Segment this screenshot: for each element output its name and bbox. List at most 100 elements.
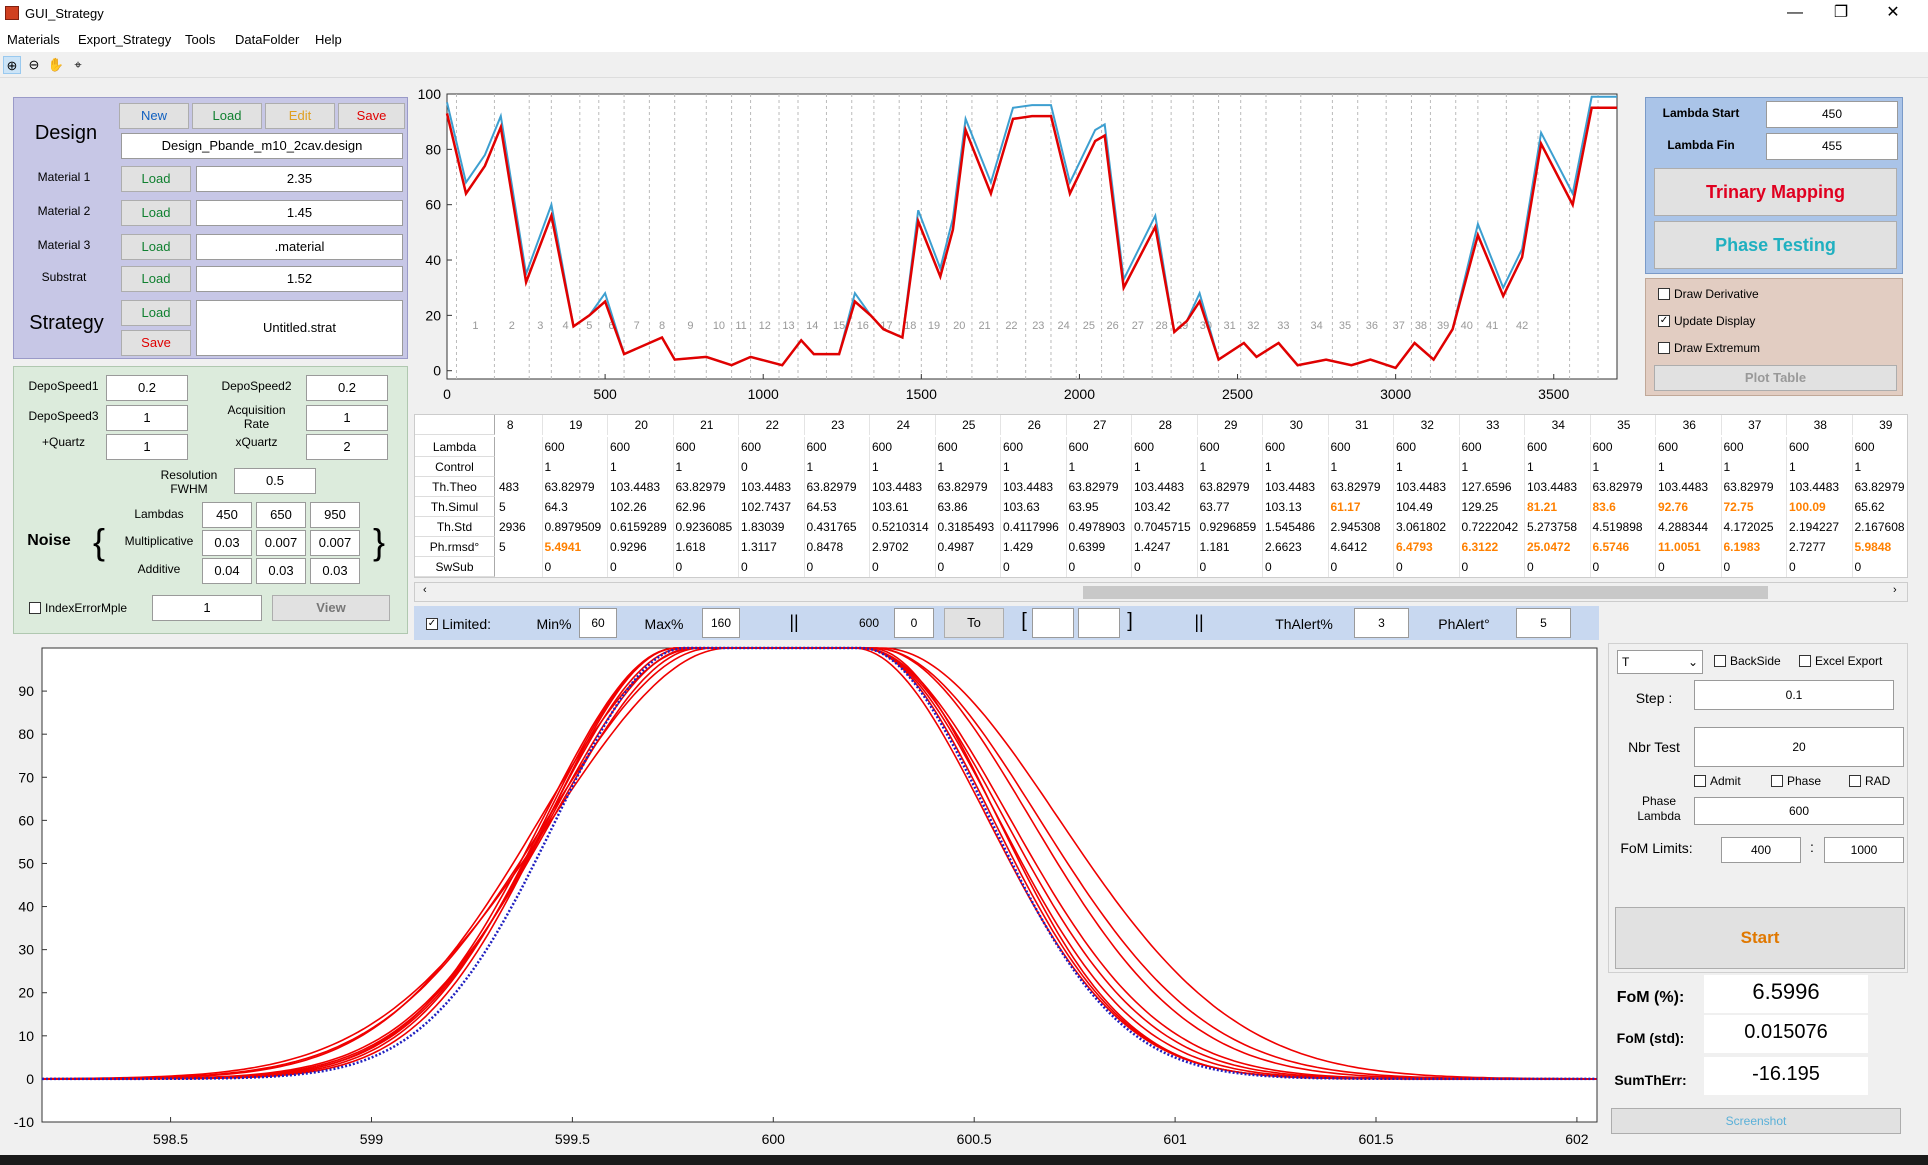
table-cell[interactable]: 65.62: [1853, 497, 1908, 517]
table-cell[interactable]: 103.4483: [1525, 477, 1591, 497]
strategy-file-field[interactable]: Untitled.strat: [196, 300, 403, 356]
table-cell[interactable]: 4.172025: [1722, 517, 1787, 537]
table-cell[interactable]: 92.76: [1656, 497, 1722, 517]
table-cell[interactable]: 5.4941: [543, 537, 608, 557]
load-material2-button[interactable]: Load: [121, 200, 191, 226]
table-column-header[interactable]: 28: [1132, 415, 1198, 435]
table-cell[interactable]: 0.5210314: [870, 517, 936, 537]
table-column-header[interactable]: 31: [1329, 415, 1394, 435]
table-cell[interactable]: 1: [1787, 457, 1853, 477]
table-cell[interactable]: 0.8979509: [543, 517, 608, 537]
table-cell[interactable]: 103.42: [1132, 497, 1198, 517]
table-cell[interactable]: 2.7277: [1787, 537, 1853, 557]
table-cell[interactable]: 2936: [497, 517, 543, 537]
table-cell[interactable]: 600: [1132, 437, 1198, 457]
table-cell[interactable]: 0: [1787, 557, 1853, 577]
table-cell[interactable]: 1: [1067, 457, 1132, 477]
table-cell[interactable]: 63.82979: [674, 477, 739, 497]
min-field[interactable]: 60: [579, 608, 617, 638]
table-cell[interactable]: 600: [1853, 437, 1908, 457]
lambda-start-field[interactable]: 450: [1766, 101, 1898, 128]
fom-min-field[interactable]: 400: [1721, 837, 1801, 863]
depospeed1-field[interactable]: 0.2: [106, 375, 188, 401]
limited-checkbox[interactable]: ✓ Limited:: [426, 616, 492, 632]
table-cell[interactable]: 6.1983: [1722, 537, 1787, 557]
table-cell[interactable]: 600: [674, 437, 739, 457]
table-cell[interactable]: 103.4483: [1656, 477, 1722, 497]
table-cell[interactable]: 63.82979: [1591, 477, 1656, 497]
table-column-header[interactable]: 38: [1787, 415, 1853, 435]
depospeed2-field[interactable]: 0.2: [306, 375, 388, 401]
draw-extremum-checkbox[interactable]: Draw Extremum: [1658, 341, 1760, 355]
table-cell[interactable]: 103.4483: [1263, 477, 1329, 497]
table-cell[interactable]: 0: [1394, 557, 1460, 577]
table-cell[interactable]: 2.6623: [1263, 537, 1329, 557]
plot-table-button[interactable]: Plot Table: [1654, 365, 1897, 391]
table-cell[interactable]: 1.181: [1198, 537, 1263, 557]
table-column-header[interactable]: 19: [543, 415, 608, 435]
table-horizontal-scrollbar[interactable]: ‹ ›: [414, 582, 1908, 602]
quartz-field[interactable]: 1: [106, 434, 188, 460]
table-column-header[interactable]: 29: [1198, 415, 1263, 435]
table-cell[interactable]: 1: [1591, 457, 1656, 477]
table-cell[interactable]: [497, 437, 543, 457]
table-cell[interactable]: 5.9848: [1853, 537, 1908, 557]
table-cell[interactable]: 63.82979: [1067, 477, 1132, 497]
table-cell[interactable]: 2.194227: [1787, 517, 1853, 537]
table-column-header[interactable]: 37: [1722, 415, 1787, 435]
table-column-header[interactable]: 8: [477, 415, 543, 435]
xquartz-field[interactable]: 2: [306, 434, 388, 460]
trinary-mapping-button[interactable]: Trinary Mapping: [1654, 168, 1897, 216]
add3-field[interactable]: 0.03: [310, 558, 360, 584]
menu-export-strategy[interactable]: Export_Strategy: [78, 32, 172, 47]
table-cell[interactable]: 72.75: [1722, 497, 1787, 517]
table-cell[interactable]: [497, 457, 543, 477]
table-cell[interactable]: 0: [936, 557, 1001, 577]
table-cell[interactable]: 63.82979: [543, 477, 608, 497]
table-cell[interactable]: 1.545486: [1263, 517, 1329, 537]
table-cell[interactable]: 0: [1853, 557, 1908, 577]
table-cell[interactable]: 0: [674, 557, 739, 577]
thalert-field[interactable]: 3: [1354, 608, 1409, 638]
table-cell[interactable]: 0: [1198, 557, 1263, 577]
load-material1-button[interactable]: Load: [121, 166, 191, 192]
table-cell[interactable]: 63.82979: [1853, 477, 1908, 497]
scroll-right-icon[interactable]: ›: [1893, 584, 1897, 596]
lambda-fin-field[interactable]: 455: [1766, 133, 1898, 160]
table-cell[interactable]: 0.4987: [936, 537, 1001, 557]
table-cell[interactable]: 0.6399: [1067, 537, 1132, 557]
table-cell[interactable]: 600: [1198, 437, 1263, 457]
table-cell[interactable]: 0.4978903: [1067, 517, 1132, 537]
table-cell[interactable]: 1.429: [1001, 537, 1067, 557]
index-error-field[interactable]: 1: [152, 595, 262, 621]
material2-field[interactable]: 1.45: [196, 200, 403, 226]
table-cell[interactable]: 63.86: [936, 497, 1001, 517]
mult1-field[interactable]: 0.03: [202, 530, 252, 556]
table-cell[interactable]: 1: [1263, 457, 1329, 477]
table-cell[interactable]: 102.26: [608, 497, 674, 517]
table-cell[interactable]: 0: [1263, 557, 1329, 577]
table-cell[interactable]: 103.4483: [739, 477, 805, 497]
admit-checkbox[interactable]: Admit: [1694, 774, 1741, 788]
start-button[interactable]: Start: [1615, 907, 1905, 969]
table-cell[interactable]: 4.288344: [1656, 517, 1722, 537]
table-cell[interactable]: 0.4117996: [1001, 517, 1067, 537]
excel-export-checkbox[interactable]: Excel Export: [1799, 654, 1882, 668]
table-cell[interactable]: 0.6159289: [608, 517, 674, 537]
table-cell[interactable]: 63.77: [1198, 497, 1263, 517]
table-cell[interactable]: 600: [739, 437, 805, 457]
table-cell[interactable]: 2.167608: [1853, 517, 1908, 537]
index-error-checkbox[interactable]: IndexErrorMple: [29, 601, 127, 615]
table-cell[interactable]: 2.945308: [1329, 517, 1394, 537]
table-cell[interactable]: 0.9296: [608, 537, 674, 557]
table-column-header[interactable]: 35: [1591, 415, 1656, 435]
table-cell[interactable]: 63.82979: [805, 477, 870, 497]
mult2-field[interactable]: 0.007: [256, 530, 306, 556]
new-design-button[interactable]: New: [119, 103, 189, 129]
table-cell[interactable]: 0: [1329, 557, 1394, 577]
table-cell[interactable]: 64.3: [543, 497, 608, 517]
table-cell[interactable]: 63.82979: [1722, 477, 1787, 497]
table-cell[interactable]: 2.9702: [870, 537, 936, 557]
table-cell[interactable]: 600: [1001, 437, 1067, 457]
table-cell[interactable]: 4.6412: [1329, 537, 1394, 557]
